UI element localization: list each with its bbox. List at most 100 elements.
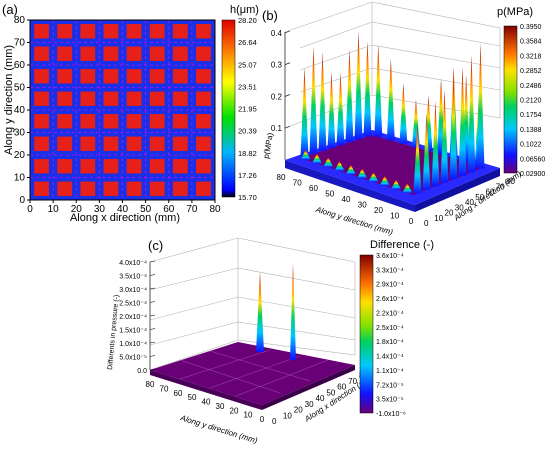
- colorbar-c-tick: 1.1x10⁻⁴: [376, 368, 404, 375]
- heatmap-cell: [149, 136, 165, 151]
- colorbar-a-tick: 28.20: [238, 16, 257, 25]
- heatmap-cell: [34, 136, 49, 151]
- x-tick-label: 20: [230, 406, 239, 415]
- z-tick-mark: [149, 287, 156, 290]
- pressure-spike: [368, 172, 379, 183]
- heatmap-cell: [34, 24, 49, 39]
- heatmap-cell: [34, 46, 49, 61]
- x-tick-label: 80: [146, 380, 155, 389]
- colorbar-b-tick: 0.2120: [520, 98, 542, 105]
- z-tick-mark: [284, 94, 291, 97]
- pressure-spike: [363, 41, 372, 137]
- y-tick-label: 30: [305, 400, 314, 409]
- surface-c-base: [150, 342, 355, 410]
- heatmap-cell: [196, 159, 211, 174]
- pressure-spike: [311, 153, 322, 164]
- pressure-spike: [413, 124, 422, 194]
- pressure-spike: [386, 58, 395, 141]
- heatmap-cell: [57, 24, 73, 39]
- panel-b-label: (b): [262, 8, 278, 23]
- colorbar-a-tick: 23.51: [238, 82, 257, 91]
- heatmap-cell: [196, 24, 211, 39]
- z-tick-label: 2.5x10⁻⁴: [119, 301, 147, 308]
- colorbar-c-tick: 3.6x10⁻⁴: [376, 253, 404, 260]
- z-tick-mark: [284, 62, 291, 65]
- x-tick-label: 50: [188, 393, 197, 402]
- colorbar-a: [221, 19, 236, 198]
- pressure-spike: [411, 99, 420, 148]
- heatmap-plot: [29, 19, 216, 201]
- colorbar-c-title: Difference (-): [370, 239, 434, 251]
- heatmap-ylabel: Along y direction (mm): [3, 45, 15, 155]
- z-tick-mark: [149, 301, 156, 303]
- pressure-spike: [402, 183, 413, 194]
- z-tick-label: 0.2: [271, 92, 283, 101]
- heatmap-cell: [103, 46, 119, 61]
- heatmap-cell: [80, 46, 96, 61]
- x-tick-label: 70: [186, 204, 198, 215]
- z-tick-mark: [284, 125, 291, 129]
- y-tick-label: 40: [316, 394, 325, 403]
- z-tick-label: 1.5x10⁻⁴: [119, 328, 147, 335]
- colorbar-c: [359, 254, 374, 414]
- surface-c-spikes: [256, 263, 296, 360]
- colorbar-c-tick: 2.2x10⁻⁴: [376, 310, 404, 317]
- heatmap-cell: [103, 181, 119, 196]
- heatmap-axes: 0 10 20 30 40 50 60 70 80 0 10 20 30 40 50 60 70 80: [14, 15, 221, 215]
- heatmap-cell: [57, 159, 73, 174]
- pressure-spike: [309, 46, 318, 154]
- x-tick-label: 0: [27, 204, 33, 215]
- heatmap-cell: [80, 136, 96, 151]
- colorbar-b-tick: 0.3584: [520, 39, 542, 46]
- panel-c: (c) 0.05.0x10⁻⁵1: [107, 237, 434, 445]
- heatmap-cell: [196, 69, 211, 84]
- colorbar-a-tick: 15.70: [238, 193, 257, 202]
- z-tick-label: 3.0x10⁻⁴: [119, 287, 147, 294]
- heatmap-cell: [103, 114, 119, 129]
- heatmap-cell: [196, 91, 211, 106]
- heatmap-cell: [34, 114, 49, 129]
- x-tick-label: 0: [260, 415, 265, 424]
- y-tick-label: 80: [14, 15, 26, 26]
- surface-b-spikes: [300, 31, 485, 194]
- heatmap-cell: [80, 69, 96, 84]
- heatmap-cell: [126, 159, 142, 174]
- colorbar-b-tick: 0.1022: [520, 142, 542, 149]
- colorbar-b-tick: 0.1388: [520, 127, 542, 134]
- y-tick-label: 70: [496, 182, 505, 191]
- pressure-spike: [323, 157, 334, 168]
- x-tick-label: 50: [140, 204, 152, 215]
- z-tick-label: 1.0x10⁻⁴: [119, 341, 147, 348]
- y-tick-label: 0: [424, 219, 429, 228]
- colorbar-b-tick: 0.3218: [520, 53, 542, 60]
- y-tick-label: 50: [326, 388, 335, 397]
- surface-b-zlabel: p(MPa): [262, 132, 275, 160]
- surface-b-box: [284, 1, 501, 129]
- colorbar-b: [503, 25, 518, 174]
- z-tick-mark: [149, 341, 156, 344]
- y-tick-label: 70: [14, 38, 26, 49]
- heatmap-cell: [34, 181, 49, 196]
- y-tick-label: 50: [475, 193, 484, 202]
- colorbar-b-tick: 0.02900: [520, 171, 545, 178]
- colorbar-c-tick: 3.5x10⁻⁵: [376, 397, 404, 404]
- heatmap-cell: [126, 114, 142, 129]
- x-tick-label: 10: [244, 411, 253, 420]
- heatmap-cell: [172, 46, 188, 61]
- heatmap-cell: [172, 181, 188, 196]
- y-tick-label: 30: [14, 128, 26, 139]
- heatmap-xlabel: Along x direction (mm): [70, 212, 180, 224]
- x-tick-label: 30: [216, 402, 225, 411]
- colorbar-b-ticks: 0.3950 0.3584 0.3218 0.2852 0.2486 0.2120 0.17…: [520, 24, 545, 178]
- y-tick-label: 50: [14, 83, 26, 94]
- heatmap-cell: [196, 114, 211, 129]
- y-tick-label: 60: [486, 188, 495, 197]
- x-tick-label: 10: [48, 204, 60, 215]
- y-tick-label: 80: [506, 177, 515, 186]
- colorbar-c-tick: 2.9x10⁻⁴: [376, 282, 404, 289]
- heatmap-cell: [103, 159, 119, 174]
- pressure-spike: [458, 66, 467, 176]
- heatmap-cell: [196, 46, 211, 61]
